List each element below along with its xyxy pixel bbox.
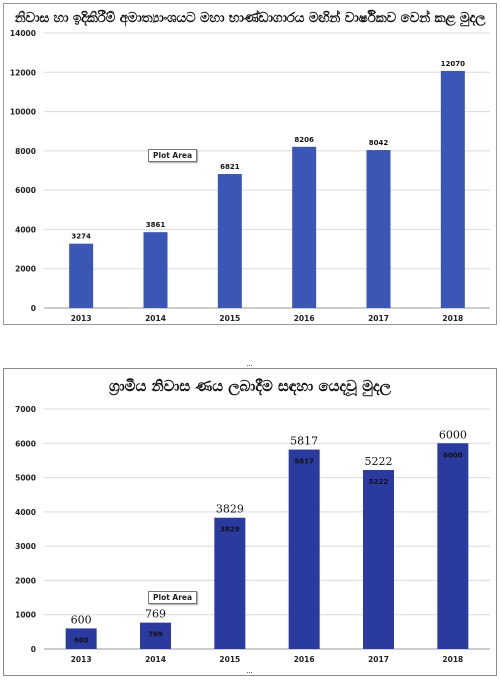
- data-label-inside: 600: [74, 636, 89, 644]
- x-tick-label: 2018: [442, 655, 463, 664]
- data-label: 3861: [146, 221, 166, 229]
- y-tick-label: 4000: [15, 508, 36, 517]
- y-tick-label: 12000: [10, 68, 36, 77]
- chart-panel-rural-loans[interactable]: ග්‍රාමීය නිවාස ණය ලබාදීම සඳහා යෙදවූ මුදල…: [0, 365, 497, 676]
- y-tick-label: 7000: [15, 405, 36, 414]
- data-label-inside: 3829: [220, 526, 240, 534]
- data-label-inside: 6000: [443, 451, 463, 459]
- x-tick-label: 2017: [368, 655, 389, 664]
- y-tick-label: 4000: [15, 225, 36, 234]
- y-tick-label: 1000: [15, 611, 36, 620]
- bar[interactable]: [288, 449, 320, 649]
- bar[interactable]: [366, 150, 391, 308]
- bar[interactable]: [363, 469, 394, 649]
- x-tick-label: 2013: [71, 314, 92, 323]
- selection-handle-left[interactable]: [0, 519, 3, 525]
- y-tick-label: 6000: [15, 439, 36, 448]
- bar[interactable]: [437, 443, 469, 649]
- x-tick-label: 2015: [219, 314, 240, 323]
- bar[interactable]: [217, 174, 242, 308]
- bar[interactable]: [292, 146, 317, 308]
- plot-area-tooltip: Plot Area: [148, 591, 198, 604]
- y-tick-label: 3000: [15, 542, 36, 551]
- bar[interactable]: [140, 622, 171, 649]
- y-tick-label: 8000: [15, 147, 36, 156]
- data-label-outside: 5817: [290, 435, 318, 448]
- x-tick-label: 2014: [145, 314, 166, 323]
- x-tick-label: 2017: [368, 314, 389, 323]
- data-label: 8042: [369, 139, 389, 147]
- bar[interactable]: [214, 517, 246, 649]
- x-tick-label: 2015: [219, 655, 240, 664]
- y-tick-label: 2000: [15, 576, 36, 585]
- plot-area-tooltip: Plot Area: [148, 149, 198, 162]
- x-tick-label: 2013: [71, 655, 92, 664]
- data-label-outside: 5222: [365, 455, 393, 468]
- chart-title: ග්‍රාමීය නිවාස ණය ලබාදීම සඳහා යෙදවූ මුදල: [109, 377, 391, 395]
- y-tick-label: 2000: [15, 265, 36, 274]
- chart-title: නිවාස හා ඉදිකිරීම් අමාත්‍යාංශයට මහා භාණ්…: [14, 10, 486, 26]
- selection-handle-top[interactable]: [247, 365, 253, 368]
- bar[interactable]: [143, 232, 168, 308]
- y-tick-label: 6000: [15, 186, 36, 195]
- y-tick-label: 10000: [10, 108, 36, 117]
- bar[interactable]: [65, 628, 97, 649]
- data-label-outside: 600: [71, 613, 92, 626]
- data-label: 6821: [220, 163, 240, 171]
- x-tick-label: 2014: [145, 655, 166, 664]
- bar[interactable]: [69, 243, 94, 308]
- data-label: 12070: [441, 60, 465, 68]
- y-tick-label: 14000: [10, 29, 36, 38]
- data-label-outside: 6000: [439, 428, 467, 441]
- y-tick-label: 0: [31, 304, 36, 313]
- bar-chart-rural-loans: 0 1000 2000 3000 4000 5000 6000 7000 600 600 2013 7…: [15, 405, 490, 664]
- y-tick-label: 0: [31, 645, 36, 654]
- selection-handle-bottom[interactable]: [247, 672, 253, 675]
- data-label-outside: 3829: [216, 503, 244, 516]
- y-tick-label: 5000: [15, 474, 36, 483]
- data-label: 3274: [71, 233, 91, 241]
- x-tick-label: 2016: [294, 314, 315, 323]
- data-label-inside: 5222: [369, 478, 389, 486]
- data-label-outside: 769: [145, 608, 166, 621]
- x-tick-label: 2018: [442, 314, 463, 323]
- bar-chart-allocation: 0 2000 4000 6000 8000 10000 12000 14000 3274 2013…: [10, 29, 490, 323]
- selection-handle-right[interactable]: [493, 519, 496, 525]
- data-label: 8206: [294, 136, 314, 144]
- data-label-inside: 5817: [294, 458, 314, 466]
- bar[interactable]: [440, 70, 465, 309]
- chart-panel-allocation[interactable]: නිවාස හා ඉදිකිරීම් අමාත්‍යාංශයට මහා භාණ්…: [3, 3, 497, 325]
- data-label-inside: 769: [148, 631, 163, 639]
- x-tick-label: 2016: [294, 655, 315, 664]
